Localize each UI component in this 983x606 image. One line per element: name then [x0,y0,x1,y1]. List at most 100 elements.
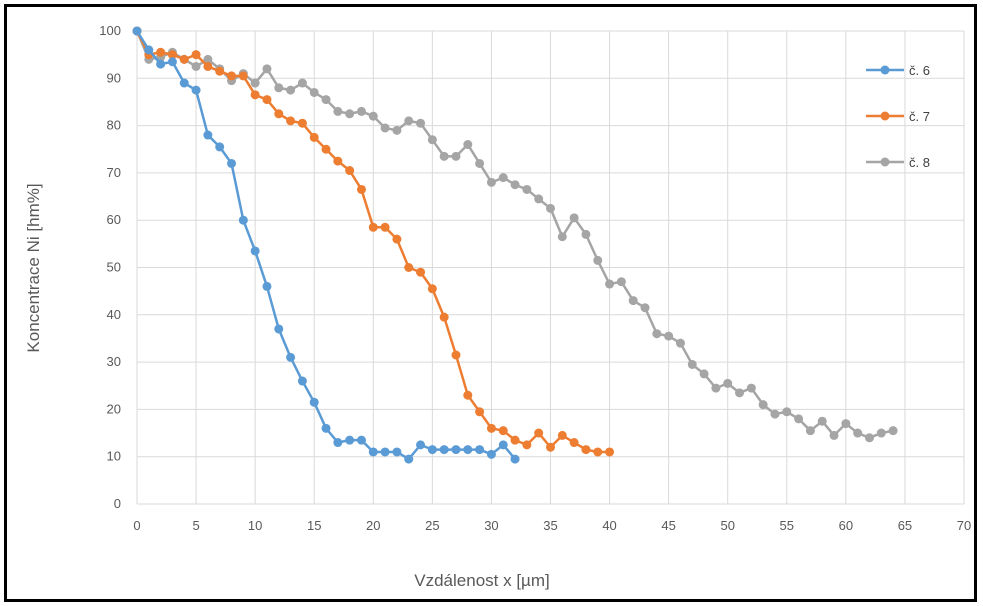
data-point [463,140,473,150]
data-point [841,419,851,429]
data-point [652,329,662,339]
x-tick-label: 25 [425,518,439,533]
y-axis-ticks: 0 10 20 30 40 50 60 70 80 90 100 [99,23,121,511]
data-point [593,447,603,457]
data-point [522,184,532,194]
x-tick-label: 0 [133,518,140,533]
data-point [368,447,378,457]
data-point [581,445,591,455]
data-point [250,90,260,100]
series-8 [132,26,898,443]
legend-item: č. 7 [866,109,930,124]
data-point [546,442,555,452]
data-point [392,234,402,244]
data-point [238,71,248,81]
data-point [191,85,201,95]
data-point [203,130,213,140]
data-point [605,279,615,289]
series-line [135,30,894,440]
x-tick-label: 30 [484,518,498,533]
data-point [309,87,319,97]
legend-label: č. 7 [909,109,930,124]
data-point [699,369,709,379]
x-tick-label: 5 [192,518,199,533]
data-point [758,400,768,410]
data-point [557,430,567,440]
data-point [203,54,213,64]
x-axis-title: Vzdálenost x [µm] [414,571,549,590]
data-point [309,397,319,407]
legend: č. 6 č. 7 č. 8 [866,63,930,170]
data-point [380,123,390,133]
data-point [333,438,343,448]
x-tick-label: 40 [602,518,616,533]
data-point [191,50,201,60]
data-point [297,118,307,128]
y-tick-label: 80 [107,118,121,133]
data-point [451,445,461,455]
series-6 [132,26,520,464]
data-point [829,430,839,440]
series-group [132,26,898,464]
data-point [392,125,402,135]
data-point [404,263,414,272]
data-point [321,144,331,154]
data-point [475,407,485,417]
data-point [546,203,555,213]
data-point [191,61,201,71]
data-point [238,215,248,225]
legend-label: č. 8 [909,155,930,170]
data-point [286,352,296,362]
data-point [345,435,355,445]
data-point [711,383,721,393]
x-tick-label: 15 [307,518,321,533]
x-tick-label: 65 [898,518,912,533]
data-point [439,445,449,455]
data-point [380,447,390,457]
data-point [640,303,650,313]
data-point [534,194,544,204]
data-point [817,416,827,426]
data-point [864,433,874,443]
y-tick-label: 30 [107,354,121,369]
data-point [616,277,626,287]
data-point [274,109,284,119]
y-tick-label: 40 [107,307,121,322]
x-axis-ticks: 0 5 10 15 20 25 30 35 40 45 50 55 60 65 70 [133,518,971,533]
data-point [782,407,792,417]
data-point [227,158,237,168]
data-point [274,324,284,334]
data-point [475,158,485,168]
data-point [297,376,307,386]
data-point [416,118,426,128]
data-point [356,184,366,194]
data-point [179,78,189,88]
data-point [427,445,437,455]
data-point [203,61,213,71]
y-tick-label: 0 [114,496,121,511]
data-point [510,454,520,464]
data-point [144,45,154,55]
data-point [687,359,697,369]
data-point [498,173,508,183]
y-tick-label: 90 [107,70,121,85]
chart-frame [4,4,977,602]
data-point [557,232,567,242]
data-point [368,222,378,232]
data-point [297,78,307,88]
data-point [416,440,426,450]
data-point [404,454,414,464]
data-point [522,440,532,450]
data-point [156,47,166,57]
data-point [498,440,508,450]
data-point [628,296,638,306]
legend-marker [880,111,890,121]
data-point [569,213,579,223]
data-point [427,284,437,294]
data-point [333,156,343,166]
data-point [368,111,378,121]
data-point [286,116,296,126]
data-point [167,57,177,67]
data-point [250,246,260,256]
x-tick-label: 20 [366,518,380,533]
